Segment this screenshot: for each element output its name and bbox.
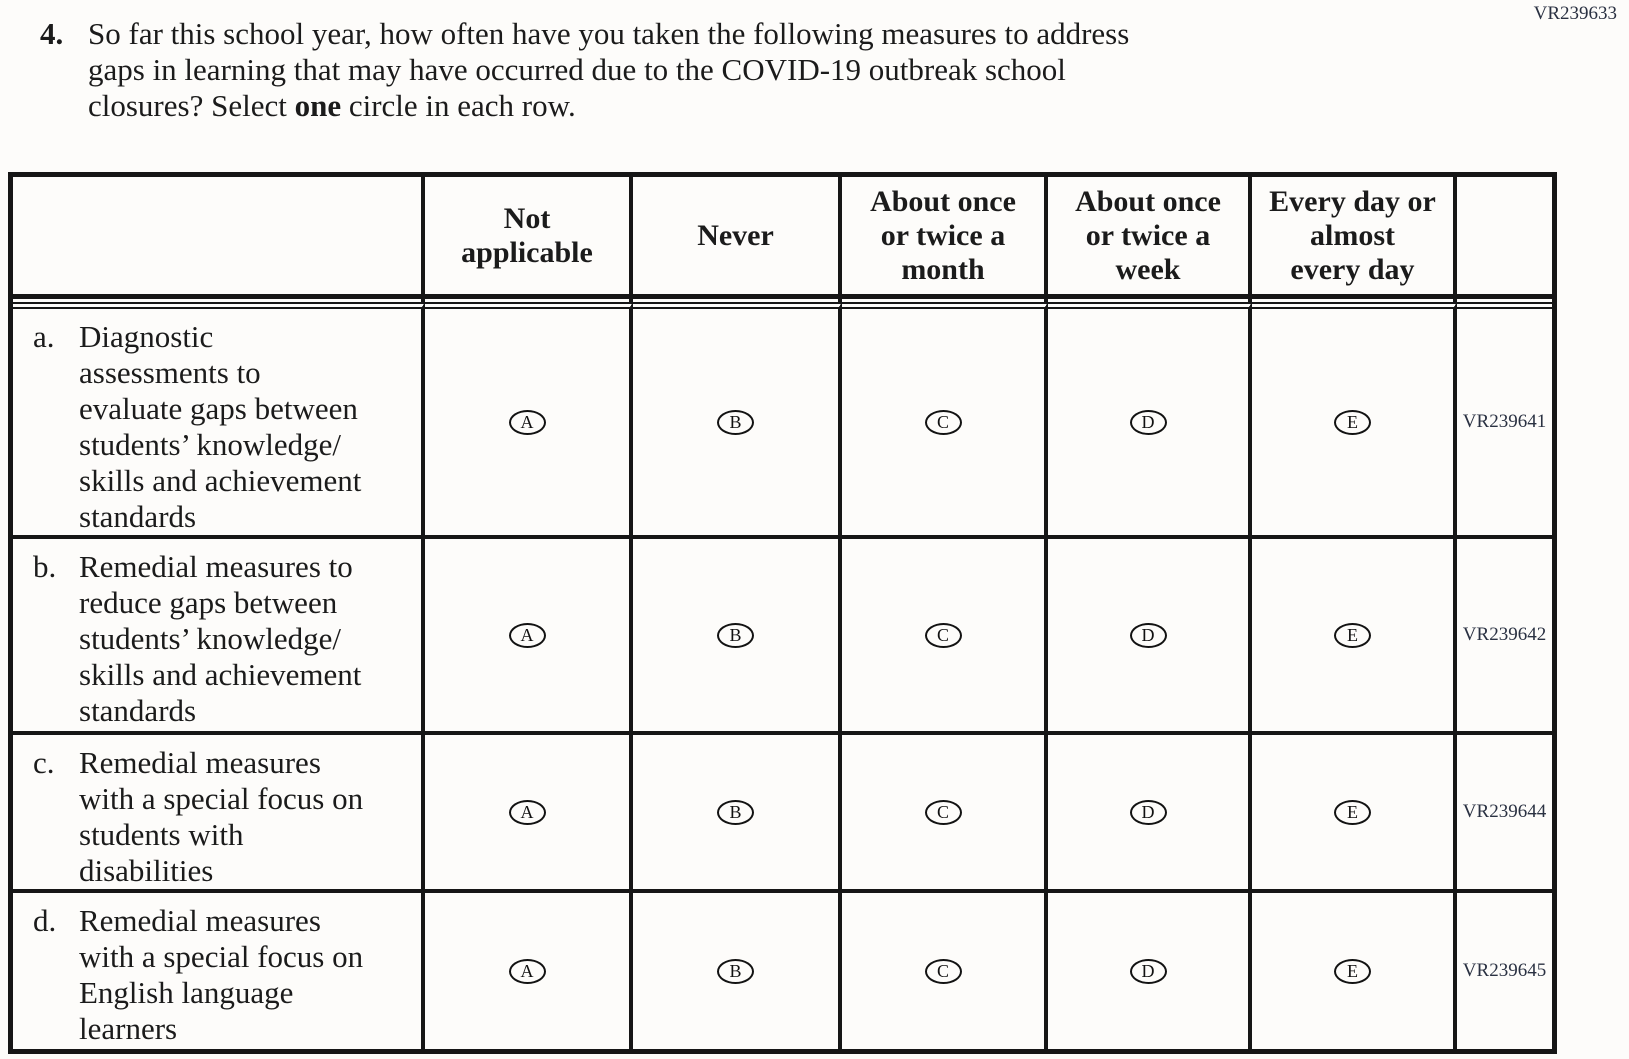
option-cell-once-twice-week: D (1048, 889, 1252, 1049)
option-cell-not-applicable: A (425, 889, 633, 1049)
option-cell-every-day: E (1252, 731, 1457, 889)
response-circle-a[interactable]: A (508, 799, 546, 825)
response-circle-a[interactable]: A (508, 409, 546, 435)
table-row-a: a. Diagnostic assessments to evaluate ga… (13, 302, 1552, 535)
response-circle-b[interactable]: B (717, 409, 754, 435)
option-cell-every-day: E (1252, 889, 1457, 1049)
option-cell-every-day: E (1252, 302, 1457, 535)
header-row: Not applicable Never About once or twice… (13, 177, 1552, 299)
row-code: VR239642 (1457, 535, 1552, 731)
header-separator (13, 299, 1552, 302)
row-label-text: Remedial measures to reduce gaps between… (79, 549, 362, 728)
option-cell-once-twice-week: D (1048, 731, 1252, 889)
response-circle-e[interactable]: E (1334, 958, 1371, 984)
row-label-text: Remedial measures with a special focus o… (79, 903, 364, 1046)
response-circle-e[interactable]: E (1334, 622, 1371, 648)
response-circle-d[interactable]: D (1129, 622, 1167, 648)
column-header-blank (13, 177, 425, 299)
response-circle-a[interactable]: A (508, 958, 546, 984)
option-cell-never: B (633, 535, 842, 731)
response-circle-e[interactable]: E (1334, 799, 1371, 825)
row-label-text: Diagnostic assessments to evaluate gaps … (79, 319, 362, 534)
option-cell-once-twice-month: C (842, 302, 1048, 535)
option-cell-every-day: E (1252, 535, 1457, 731)
response-circle-a[interactable]: A (508, 622, 546, 648)
option-cell-once-twice-month: C (842, 889, 1048, 1049)
response-grid-table: Not applicable Never About once or twice… (8, 172, 1557, 1054)
page-form-code: VR239633 (1533, 3, 1617, 24)
row-letter: b. (33, 549, 57, 584)
row-label-cell: a. Diagnostic assessments to evaluate ga… (13, 302, 425, 535)
question-text: So far this school year, how often have … (88, 16, 1368, 124)
table-row-b: b. Remedial measures to reduce gaps betw… (13, 535, 1552, 731)
response-circle-c[interactable]: C (924, 958, 962, 984)
response-circle-c[interactable]: C (924, 799, 962, 825)
column-header-not-applicable: Not applicable (425, 177, 633, 299)
response-circle-d[interactable]: D (1129, 799, 1167, 825)
option-cell-never: B (633, 889, 842, 1049)
question-text-bold-word: one (294, 88, 342, 123)
row-code: VR239645 (1457, 889, 1552, 1049)
response-circle-d[interactable]: D (1129, 409, 1167, 435)
row-letter: a. (33, 319, 55, 354)
table-row-d: d. Remedial measures with a special focu… (13, 889, 1552, 1049)
response-circle-b[interactable]: B (717, 958, 754, 984)
column-header-once-twice-week: About once or twice a week (1048, 177, 1252, 299)
question-block: 4. So far this school year, how often ha… (40, 16, 1368, 124)
row-letter: d. (33, 903, 57, 938)
option-cell-not-applicable: A (425, 535, 633, 731)
option-cell-not-applicable: A (425, 302, 633, 535)
row-label-cell: c. Remedial measures with a special focu… (13, 731, 425, 889)
column-header-once-twice-month: About once or twice a month (842, 177, 1048, 299)
option-cell-once-twice-month: C (842, 731, 1048, 889)
column-header-code (1457, 177, 1552, 299)
option-cell-once-twice-week: D (1048, 535, 1252, 731)
row-label-cell: b. Remedial measures to reduce gaps betw… (13, 535, 425, 731)
option-cell-once-twice-month: C (842, 535, 1048, 731)
option-cell-never: B (633, 731, 842, 889)
response-circle-b[interactable]: B (717, 622, 754, 648)
response-circle-c[interactable]: C (924, 409, 962, 435)
question-number: 4. (40, 16, 64, 51)
response-circle-e[interactable]: E (1334, 409, 1371, 435)
response-circle-b[interactable]: B (717, 799, 754, 825)
response-circle-d[interactable]: D (1129, 958, 1167, 984)
column-header-never: Never (633, 177, 842, 299)
option-cell-never: B (633, 302, 842, 535)
response-circle-c[interactable]: C (924, 622, 962, 648)
question-text-end: circle in each row. (341, 88, 576, 123)
table-row-c: c. Remedial measures with a special focu… (13, 731, 1552, 889)
row-code: VR239641 (1457, 302, 1552, 535)
row-letter: c. (33, 745, 55, 780)
row-label-text: Remedial measures with a special focus o… (79, 745, 364, 888)
row-code: VR239644 (1457, 731, 1552, 889)
question-text-start: So far this school year, how often have … (88, 16, 1130, 123)
column-header-every-day: Every day or almost every day (1252, 177, 1457, 299)
row-label-cell: d. Remedial measures with a special focu… (13, 889, 425, 1049)
option-cell-not-applicable: A (425, 731, 633, 889)
option-cell-once-twice-week: D (1048, 302, 1252, 535)
